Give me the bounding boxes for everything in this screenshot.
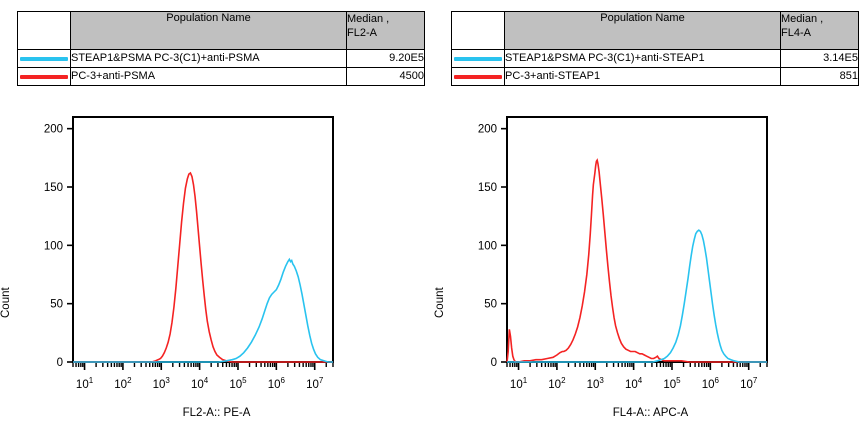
svg-text:50: 50 [484, 299, 497, 311]
legend-population-name: STEAP1&PSMA PC-3(C1)+anti-STEAP1 [504, 49, 781, 68]
legend-header-median-line1: Median , [347, 13, 390, 25]
svg-text:105: 105 [229, 376, 247, 391]
legend-header-median-line2: FL4-A [781, 27, 811, 39]
y-axis-title: Count [0, 287, 12, 318]
legend-population-name: STEAP1&PSMA PC-3(C1)+anti-PSMA [70, 49, 347, 68]
x-axis-title: FL2-A:: PE-A [182, 407, 251, 419]
legend-swatch-cell [17, 49, 71, 68]
legend-swatch-cell [451, 49, 505, 68]
svg-text:103: 103 [153, 376, 171, 391]
legend-header-swatch-cell [17, 11, 71, 50]
svg-text:102: 102 [548, 376, 566, 391]
x-axis-title: FL4-A:: APC-A [612, 407, 689, 419]
svg-text:102: 102 [114, 376, 132, 391]
legend-color-swatch-red [20, 74, 68, 79]
svg-text:150: 150 [44, 182, 63, 194]
legend-header-population-name: Population Name [504, 11, 781, 50]
y-axis-title: Count [434, 287, 446, 318]
legend-header-swatch-cell [451, 11, 505, 50]
svg-text:0: 0 [57, 357, 63, 369]
svg-text:0: 0 [491, 357, 497, 369]
svg-text:101: 101 [510, 376, 528, 391]
panel-fl2-pe: Population Name Median , FL2-A STEAP1&PS… [0, 0, 433, 443]
legend-population-name: PC-3+anti-STEAP1 [504, 67, 781, 86]
svg-text:105: 105 [663, 376, 681, 391]
legend-table-fl2: Population Name Median , FL2-A STEAP1&PS… [17, 11, 425, 86]
legend-header-median: Median , FL2-A [346, 11, 425, 50]
svg-text:106: 106 [702, 376, 720, 391]
svg-text:101: 101 [76, 376, 94, 391]
legend-color-swatch-cyan [20, 56, 68, 61]
legend-header-median: Median , FL4-A [780, 11, 859, 50]
svg-text:104: 104 [625, 376, 643, 391]
legend-median-value: 4500 [346, 67, 425, 86]
histogram-plot-fl4: Count 0 50 100 150 200 101 102 103 104 105 106 107 [434, 108, 867, 408]
legend-median-value: 9.20E5 [346, 49, 425, 68]
legend-header-median-line1: Median , [781, 13, 824, 25]
legend-table-fl4: Population Name Median , FL4-A STEAP1&PS… [451, 11, 859, 86]
legend-color-swatch-red [454, 74, 502, 79]
histogram-svg: 0 50 100 150 200 101 102 103 104 105 106 107 [44, 116, 334, 391]
legend-swatch-cell [451, 67, 505, 86]
legend-median-value: 851 [780, 67, 859, 86]
svg-text:104: 104 [191, 376, 209, 391]
svg-text:106: 106 [268, 376, 286, 391]
svg-text:100: 100 [44, 240, 63, 252]
legend-header-population-name: Population Name [70, 11, 347, 50]
svg-text:200: 200 [478, 124, 497, 136]
legend-header-row: Population Name Median , FL4-A [451, 11, 859, 50]
legend-swatch-cell [17, 67, 71, 86]
svg-text:107: 107 [740, 376, 758, 391]
legend-median-value: 3.14E5 [780, 49, 859, 68]
svg-text:200: 200 [44, 124, 63, 136]
legend-population-name: PC-3+anti-PSMA [70, 67, 347, 86]
legend-header-row: Population Name Median , FL2-A [17, 11, 425, 50]
legend-header-median-line2: FL2-A [347, 27, 377, 39]
histogram-plot-fl2: Count 0 50 100 150 200 101 102 103 104 105 106 107 [0, 108, 433, 408]
legend-row: PC-3+anti-PSMA 4500 [17, 67, 425, 86]
svg-text:107: 107 [306, 376, 324, 391]
legend-row: STEAP1&PSMA PC-3(C1)+anti-PSMA 9.20E5 [17, 49, 425, 68]
legend-row: PC-3+anti-STEAP1 851 [451, 67, 859, 86]
legend-color-swatch-cyan [454, 56, 502, 61]
svg-text:50: 50 [50, 299, 63, 311]
panel-fl4-apc: Population Name Median , FL4-A STEAP1&PS… [434, 0, 867, 443]
histogram-svg: 0 50 100 150 200 101 102 103 104 105 106 107 [478, 116, 768, 391]
legend-row: STEAP1&PSMA PC-3(C1)+anti-STEAP1 3.14E5 [451, 49, 859, 68]
svg-text:103: 103 [587, 376, 605, 391]
svg-text:150: 150 [478, 182, 497, 194]
svg-text:100: 100 [478, 240, 497, 252]
